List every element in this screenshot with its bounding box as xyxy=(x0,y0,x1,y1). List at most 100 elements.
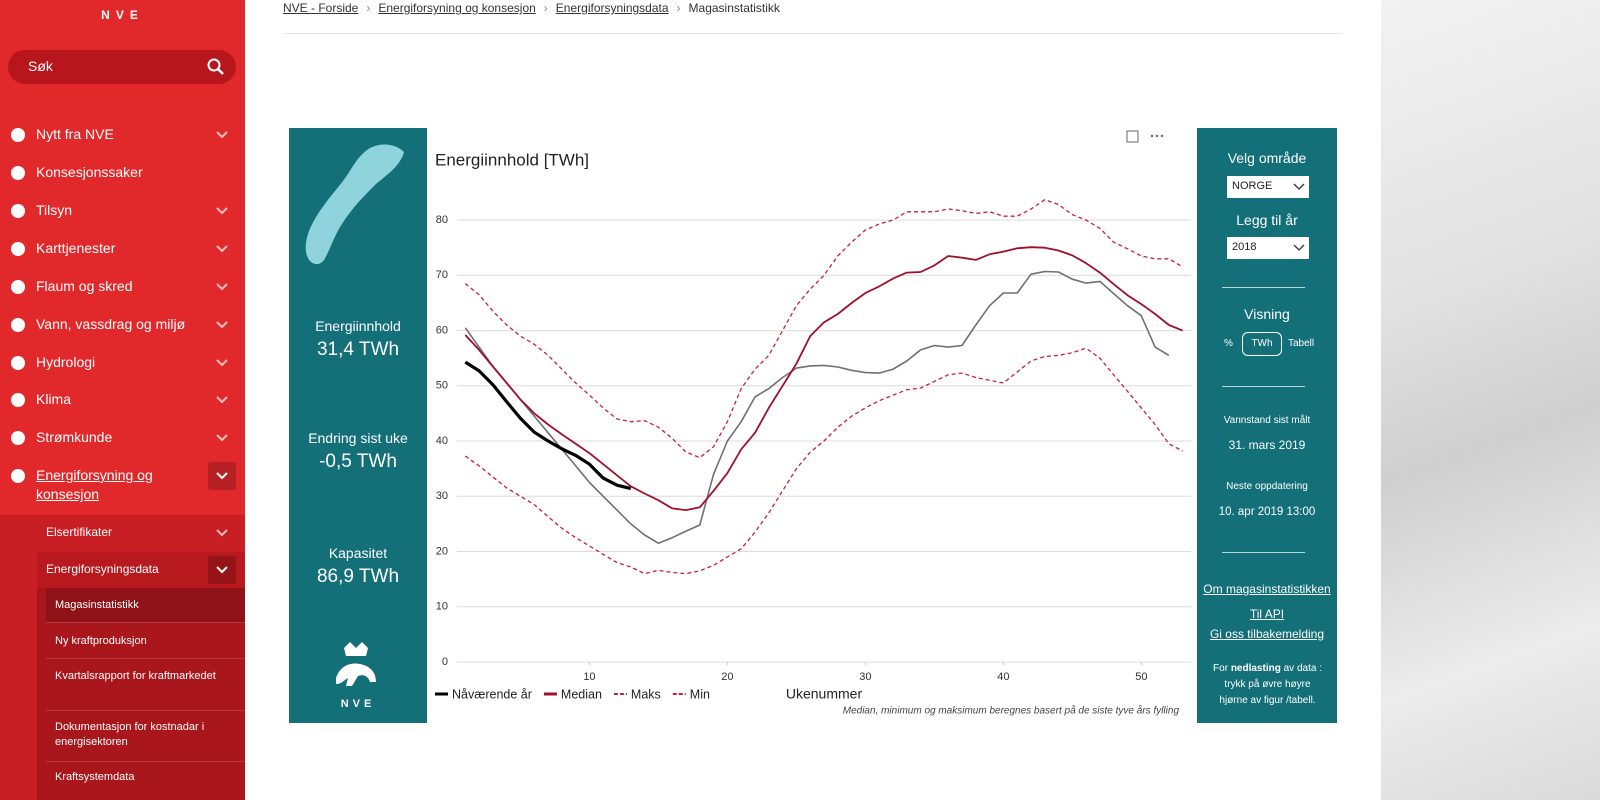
nav-item[interactable]: Konsesjonssaker xyxy=(36,164,143,180)
view-option[interactable]: Tabell xyxy=(1288,338,1315,349)
chevron xyxy=(216,359,228,367)
x-tick-label: 10 xyxy=(583,671,595,683)
search-box[interactable]: Søk xyxy=(8,50,236,84)
breadcrumb: NVE - Forside › Energiforsyning og konsesj… xyxy=(283,1,780,15)
chevron xyxy=(216,566,228,574)
dropdown-arrow xyxy=(1293,183,1305,190)
expand-toggle[interactable] xyxy=(208,556,236,584)
view-option[interactable]: % xyxy=(1224,338,1233,349)
expand-toggle[interactable] xyxy=(208,462,236,490)
breadcrumb-item[interactable]: Energiforsyningsdata xyxy=(555,1,669,15)
sub-sub-nav-bg xyxy=(37,588,245,800)
nav-item[interactable]: Nytt fra NVE xyxy=(36,126,114,142)
expand-toggle[interactable] xyxy=(208,235,236,263)
panel-link[interactable]: Gi oss tilbakemelding xyxy=(1209,627,1325,641)
chevron xyxy=(216,207,228,215)
expand-toggle[interactable] xyxy=(208,273,236,301)
next-label: Neste oppdatering xyxy=(1226,481,1308,492)
breadcrumb-item: Magasinstatistikk xyxy=(688,1,780,15)
nav-item[interactable]: Hydrologi xyxy=(36,354,96,370)
focus-icon xyxy=(1126,130,1139,143)
sub-sub-nav-item[interactable]: Dokumentasjon for kostnadar i energisekt… xyxy=(55,721,205,748)
breadcrumb-separator: › xyxy=(543,1,548,15)
view-label: Visning xyxy=(1244,306,1290,322)
sub-sub-nav-item[interactable]: Magasinstatistikk xyxy=(55,599,139,611)
panel-link[interactable]: Til API xyxy=(1249,607,1285,621)
expand-toggle[interactable] xyxy=(208,197,236,225)
nav-icon xyxy=(11,356,25,370)
y-tick-label: 30 xyxy=(436,490,448,502)
summary-label: Energiinnhold xyxy=(315,318,401,334)
sub-sub-nav-item[interactable]: Kvartalsrapport for kraftmarkedet xyxy=(55,670,216,682)
y-tick-label: 80 xyxy=(436,214,448,226)
chevron xyxy=(216,472,228,480)
background-image xyxy=(1381,0,1600,800)
expand-toggle[interactable] xyxy=(208,386,236,414)
view-option-active[interactable]: TWh xyxy=(1242,332,1282,356)
logo: NVE xyxy=(101,8,144,22)
nav-icon xyxy=(11,128,25,142)
nav-item[interactable]: Karttjenester xyxy=(36,240,116,256)
dropdown[interactable]: 2018 xyxy=(1227,237,1309,259)
expand-toggle[interactable] xyxy=(208,424,236,452)
more-icon xyxy=(1150,134,1154,138)
chart-note: Median, minimum og maksimum beregnes bas… xyxy=(843,705,1180,717)
sub-sub-nav-item[interactable]: Kraftsystemdata xyxy=(55,771,135,783)
sub-sub-nav-item[interactable]: Ny kraftproduksjon xyxy=(55,635,147,647)
x-tick-label: 50 xyxy=(1135,671,1147,683)
x-tick-label: 30 xyxy=(859,671,871,683)
panel-divider xyxy=(1222,552,1305,553)
nav-item[interactable]: Strømkunde xyxy=(36,429,113,445)
breadcrumb-item[interactable]: NVE - Forside xyxy=(283,1,359,15)
nav-icon xyxy=(11,431,25,445)
chevron xyxy=(216,396,228,404)
series-line xyxy=(464,360,632,491)
series-line xyxy=(464,199,1184,459)
expand-toggle[interactable] xyxy=(208,121,236,149)
dropdown-value: 2018 xyxy=(1232,241,1257,253)
summary-value: -0,5 TWh xyxy=(319,451,397,472)
expand-toggle[interactable] xyxy=(208,311,236,339)
expand-toggle[interactable] xyxy=(208,349,236,377)
item-divider xyxy=(46,658,245,659)
toggle-box xyxy=(208,556,236,584)
nav-item[interactable]: Energiforsyning og konsesjon xyxy=(36,467,153,502)
nav-item[interactable]: Tilsyn xyxy=(36,202,73,218)
icon-shape xyxy=(11,431,25,445)
chevron xyxy=(216,321,228,329)
item-divider xyxy=(46,622,245,623)
expand-toggle[interactable] xyxy=(208,519,236,547)
measured-date: 31. mars 2019 xyxy=(1228,438,1306,452)
nav-icon xyxy=(11,469,25,483)
toggle-box xyxy=(208,462,236,490)
series-line xyxy=(464,347,1184,575)
nav-icon xyxy=(11,393,25,407)
item-divider xyxy=(46,761,245,762)
sub-nav-active-bg xyxy=(37,552,245,588)
series-line xyxy=(464,246,1184,511)
area-label: Velg område xyxy=(1227,150,1307,166)
nav-item[interactable]: Klima xyxy=(36,391,72,407)
y-tick-label: 10 xyxy=(436,601,448,613)
dropdown[interactable]: NORGE xyxy=(1227,176,1309,198)
panel-divider xyxy=(1222,287,1305,288)
search-placeholder: Søk xyxy=(28,58,53,74)
breadcrumb-item[interactable]: Energiforsyning og konsesjon xyxy=(378,1,536,15)
item-divider xyxy=(46,710,245,711)
icon-shape xyxy=(11,469,25,483)
dropdown-value: NORGE xyxy=(1232,180,1273,192)
chevron xyxy=(216,131,228,139)
sub-nav-item[interactable]: Elsertifikater xyxy=(46,525,113,539)
sub-nav-item[interactable]: Energiforsyningsdata xyxy=(46,562,159,576)
search-icon[interactable] xyxy=(206,57,226,77)
measured-label: Vannstand sist målt xyxy=(1223,415,1311,426)
panel-link[interactable]: Om magasinstatistikken xyxy=(1203,582,1331,596)
control-panel xyxy=(1197,128,1337,723)
note-part: nedlasting xyxy=(1230,663,1281,674)
nav-item[interactable]: Flaum og skred xyxy=(36,278,133,294)
nav-item[interactable]: Vann, vassdrag og miljø xyxy=(36,316,186,332)
map-icon xyxy=(305,144,404,265)
icon-shape xyxy=(11,318,25,332)
more-icon xyxy=(1160,134,1164,138)
icon-shape xyxy=(11,393,25,407)
